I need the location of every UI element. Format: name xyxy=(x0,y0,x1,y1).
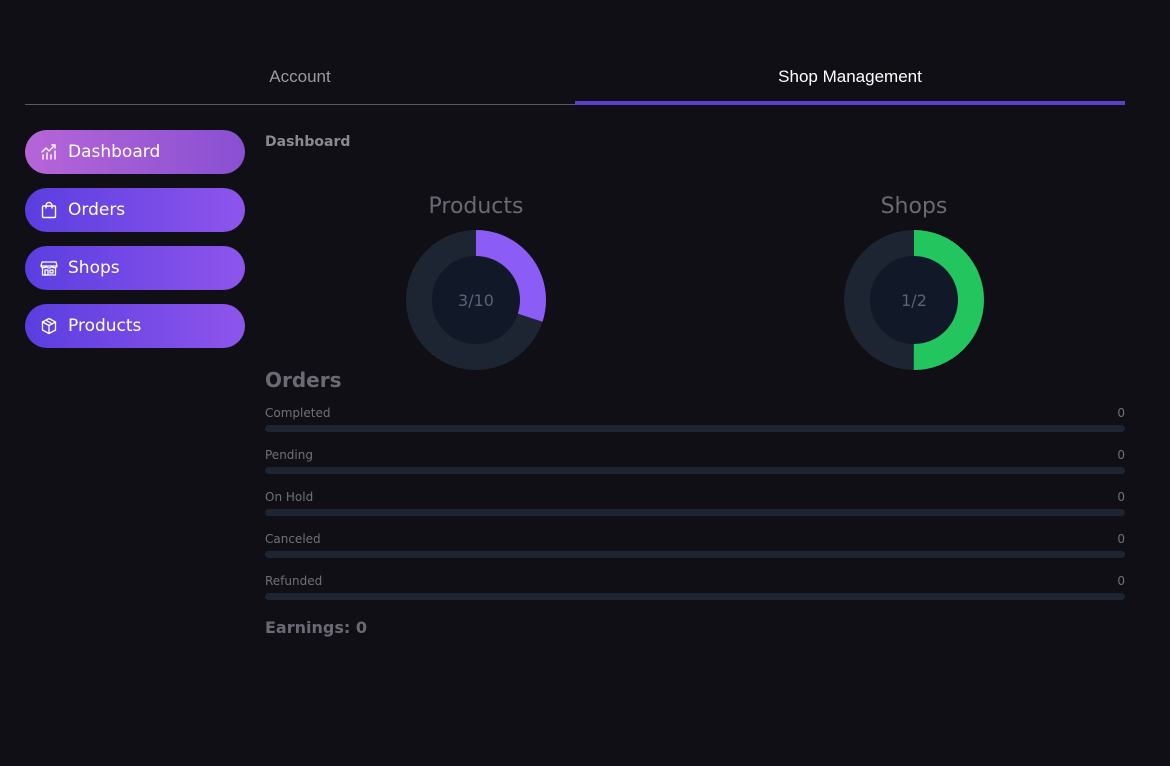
sidebar-item-label: Dashboard xyxy=(68,142,161,162)
order-label: Canceled xyxy=(265,532,321,546)
sidebar: Dashboard Orders Shops xyxy=(25,130,245,362)
order-progress-bar xyxy=(265,509,1125,516)
sidebar-item-label: Shops xyxy=(68,258,120,278)
products-count-label: 3/10 xyxy=(458,290,494,310)
order-row-on-hold: On Hold 0 xyxy=(265,490,1125,532)
order-value: 0 xyxy=(1117,406,1125,420)
section-title: Dashboard xyxy=(265,134,351,150)
order-value: 0 xyxy=(1117,574,1125,588)
products-donut: 3/10 xyxy=(406,230,546,370)
products-donut-center xyxy=(432,256,520,344)
order-value: 0 xyxy=(1117,490,1125,504)
order-label: Completed xyxy=(265,406,331,420)
shops-donut-arc xyxy=(844,230,984,370)
shops-count-label: 1/2 xyxy=(901,290,927,310)
order-value: 0 xyxy=(1117,532,1125,546)
order-row-refunded: Refunded 0 xyxy=(265,574,1125,616)
order-label: Pending xyxy=(265,448,313,462)
tab-shop-management[interactable]: Shop Management xyxy=(575,58,1125,105)
products-chart: Products 3/10 xyxy=(396,194,556,370)
products-donut-arc xyxy=(406,230,546,370)
earnings-total: Earnings: 0 xyxy=(265,618,367,637)
tab-bar: Account Shop Management xyxy=(25,58,1125,105)
order-progress-bar xyxy=(265,467,1125,474)
sidebar-item-label: Products xyxy=(68,316,142,336)
chart-icon xyxy=(40,143,58,161)
orders-list: Completed 0 Pending 0 On Hold 0 Canceled… xyxy=(265,406,1125,616)
sidebar-item-shops[interactable]: Shops xyxy=(25,246,245,290)
shops-chart-title: Shops xyxy=(880,194,948,219)
sidebar-item-products[interactable]: Products xyxy=(25,304,245,348)
order-progress-bar xyxy=(265,425,1125,432)
shopping-bag-icon xyxy=(40,201,58,219)
tab-account[interactable]: Account xyxy=(269,67,331,86)
order-label: Refunded xyxy=(265,574,323,588)
order-progress-bar xyxy=(265,551,1125,558)
order-value: 0 xyxy=(1117,448,1125,462)
box-icon xyxy=(40,317,58,335)
order-row-pending: Pending 0 xyxy=(265,448,1125,490)
products-chart-title: Products xyxy=(428,194,524,219)
order-label: On Hold xyxy=(265,490,314,504)
order-progress-bar xyxy=(265,593,1125,600)
order-row-completed: Completed 0 xyxy=(265,406,1125,448)
shops-donut: 1/2 xyxy=(844,230,984,370)
sidebar-item-label: Orders xyxy=(68,200,126,220)
store-icon xyxy=(40,259,58,277)
charts-row: Products 3/10 Shops xyxy=(265,150,1125,370)
dashboard-panel: Dashboard Products 3/10 Shops xyxy=(265,130,1125,637)
sidebar-item-dashboard[interactable]: Dashboard xyxy=(25,130,245,174)
shops-donut-center xyxy=(870,256,958,344)
order-row-canceled: Canceled 0 xyxy=(265,532,1125,574)
shops-chart: Shops 1/2 xyxy=(834,194,994,370)
orders-title: Orders xyxy=(265,368,342,392)
sidebar-item-orders[interactable]: Orders xyxy=(25,188,245,232)
